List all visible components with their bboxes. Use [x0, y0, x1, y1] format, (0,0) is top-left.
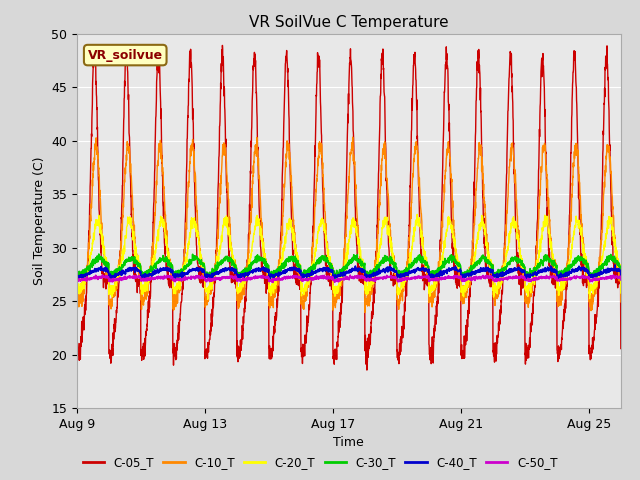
Title: VR SoilVue C Temperature: VR SoilVue C Temperature — [249, 15, 449, 30]
Line: C-05_T: C-05_T — [77, 46, 621, 370]
C-30_T — [502, 267, 509, 273]
C-50_T — [237, 276, 244, 282]
C-40_T — [555, 276, 563, 282]
C-10_T — [502, 222, 509, 228]
C-40_T — [611, 262, 619, 268]
C-30_T — [362, 276, 370, 282]
C-50_T — [617, 277, 625, 283]
C-05_T — [73, 348, 81, 354]
C-40_T — [617, 274, 625, 279]
X-axis label: Time: Time — [333, 436, 364, 449]
C-50_T — [502, 276, 509, 281]
C-50_T — [73, 278, 81, 284]
C-30_T — [237, 271, 244, 277]
C-20_T — [413, 212, 421, 217]
C-40_T — [73, 272, 81, 278]
Line: C-20_T: C-20_T — [77, 215, 621, 300]
C-30_T — [191, 253, 198, 259]
Line: C-40_T: C-40_T — [77, 265, 621, 279]
C-10_T — [236, 293, 244, 299]
C-40_T — [502, 269, 509, 275]
C-40_T — [190, 267, 198, 273]
C-50_T — [191, 275, 198, 280]
Legend: C-05_T, C-10_T, C-20_T, C-30_T, C-40_T, C-50_T: C-05_T, C-10_T, C-20_T, C-30_T, C-40_T, … — [78, 452, 562, 474]
C-20_T — [372, 262, 380, 268]
Text: VR_soilvue: VR_soilvue — [88, 48, 163, 61]
C-05_T — [617, 346, 625, 351]
C-10_T — [116, 266, 124, 272]
C-30_T — [617, 270, 625, 276]
C-40_T — [236, 273, 244, 279]
C-10_T — [617, 299, 625, 305]
C-05_T — [363, 367, 371, 373]
C-30_T — [372, 268, 380, 274]
Y-axis label: Soil Temperature (C): Soil Temperature (C) — [33, 156, 45, 285]
C-05_T — [183, 136, 191, 142]
C-05_T — [116, 263, 124, 269]
C-10_T — [190, 149, 198, 155]
C-20_T — [116, 266, 124, 272]
C-10_T — [183, 204, 191, 210]
Line: C-30_T: C-30_T — [77, 254, 621, 279]
C-20_T — [183, 252, 191, 258]
C-50_T — [269, 279, 276, 285]
C-40_T — [116, 271, 124, 277]
C-05_T — [372, 256, 380, 262]
C-10_T — [361, 310, 369, 315]
C-30_T — [116, 265, 124, 271]
C-05_T — [237, 337, 244, 343]
C-20_T — [73, 283, 81, 289]
C-50_T — [372, 276, 380, 282]
C-20_T — [617, 290, 625, 296]
C-05_T — [190, 166, 198, 172]
C-10_T — [372, 255, 380, 261]
Line: C-50_T: C-50_T — [77, 275, 621, 282]
C-10_T — [349, 134, 356, 140]
C-10_T — [73, 300, 81, 305]
Line: C-10_T: C-10_T — [77, 137, 621, 312]
C-20_T — [237, 281, 244, 287]
C-30_T — [95, 251, 102, 257]
C-20_T — [190, 218, 198, 224]
C-05_T — [219, 43, 227, 48]
C-50_T — [184, 276, 191, 282]
C-40_T — [183, 271, 191, 277]
C-50_T — [99, 272, 106, 278]
C-30_T — [73, 275, 81, 281]
C-40_T — [372, 271, 380, 276]
C-30_T — [184, 262, 191, 267]
C-20_T — [502, 259, 509, 264]
C-50_T — [116, 275, 124, 280]
C-20_T — [204, 297, 212, 302]
C-05_T — [502, 195, 509, 201]
